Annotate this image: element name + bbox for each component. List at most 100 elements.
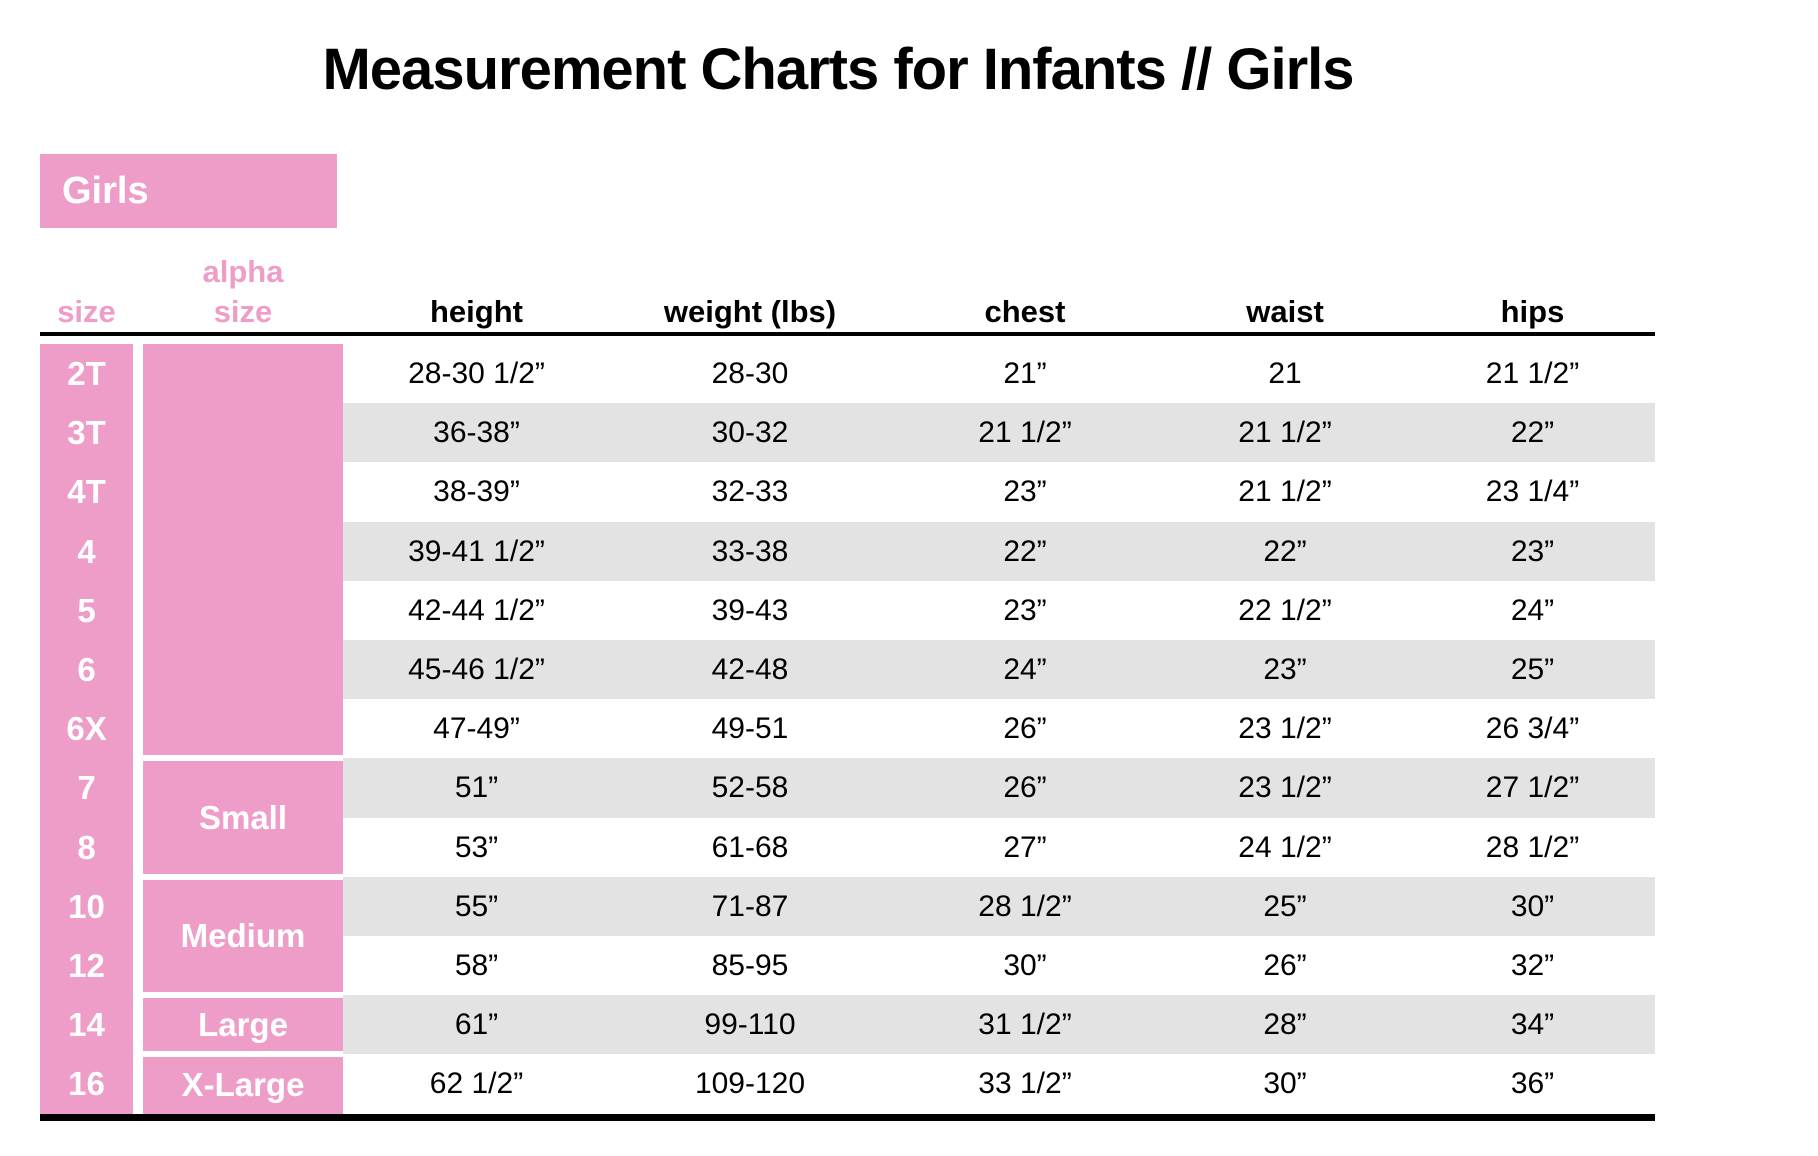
table-cell-weight: 32-33 — [711, 475, 789, 509]
table-cell-hips: 22” — [1510, 416, 1555, 450]
size-label: 6 — [77, 651, 96, 688]
table-cell-waist: 23 1/2” — [1238, 771, 1332, 805]
girls-header-label: Girls — [62, 170, 149, 212]
table-row: 61” 99-110 31 1/2” 28” 34” — [343, 995, 1655, 1055]
table-cell-weight: 39-43 — [711, 593, 789, 627]
table-cell-weight: 109-120 — [694, 1067, 806, 1101]
size-label: 14 — [68, 1006, 105, 1044]
alpha-size-group: Large — [143, 998, 343, 1052]
table-cell-height: 36-38” — [433, 416, 520, 450]
table-row: 47-49” 49-51 26” 23 1/2” 26 3/4” — [343, 699, 1655, 758]
table-cell-hips: 28 1/2” — [1485, 830, 1580, 864]
size-label: 5 — [77, 591, 96, 629]
alpha-size-group-label: Medium — [180, 916, 306, 954]
table-cell-height: 47-49” — [433, 712, 520, 746]
table-cell-waist: 25” — [1263, 889, 1307, 923]
table-cell-waist: 30” — [1263, 1067, 1307, 1101]
column-header-alpha-line2: size — [213, 294, 273, 329]
table-row: 55” 71-87 28 1/2” 25” 30” — [343, 876, 1655, 936]
table-cell-height: 45-46 1/2” — [408, 653, 545, 686]
table-cell-weight: 71-87 — [711, 889, 789, 923]
table-cell-hips: 27 1/2” — [1485, 771, 1580, 805]
size-label: 4 — [77, 532, 96, 570]
table-cell-hips: 24” — [1510, 593, 1555, 627]
size-label: 3T — [67, 414, 106, 452]
table-cell-hips: 32” — [1510, 949, 1555, 982]
table-cell-waist: 21 1/2” — [1238, 475, 1332, 509]
table-cell-hips: 26 3/4” — [1485, 712, 1580, 746]
table-cell-height: 62 1/2” — [429, 1067, 524, 1101]
table-cell-chest: 24” — [1003, 653, 1047, 686]
size-label: 8 — [77, 828, 96, 866]
table-cell-weight: 52-58 — [711, 771, 789, 805]
column-header-hips: hips — [1500, 294, 1565, 329]
table-cell-chest: 28 1/2” — [978, 889, 1072, 923]
table-cell-height: 55” — [454, 889, 499, 923]
column-header-alpha-line1: alpha — [202, 254, 284, 289]
header-rule — [40, 332, 1655, 336]
column-header-weight: weight (lbs) — [663, 294, 837, 329]
table-cell-height: 28-30 1/2” — [408, 357, 545, 390]
table-row: 62 1/2” 109-120 33 1/2” 30” 36” — [343, 1054, 1655, 1113]
table-cell-hips: 34” — [1510, 1008, 1555, 1042]
table-cell-weight: 61-68 — [711, 830, 789, 864]
table-cell-waist: 22” — [1263, 534, 1307, 568]
girls-header-box: Girls — [40, 154, 337, 228]
alpha-size-group: Small — [143, 761, 343, 874]
table-cell-chest: 21 1/2” — [978, 416, 1072, 450]
table-cell-chest: 27” — [1003, 830, 1047, 864]
table-cell-height: 51” — [454, 771, 499, 805]
column-header-height: height — [430, 294, 523, 329]
table-cell-chest: 23” — [1003, 593, 1047, 627]
table-cell-height: 61” — [454, 1008, 499, 1042]
alpha-size-group-label: Small — [198, 798, 288, 836]
table-cell-weight: 85-95 — [711, 949, 789, 982]
table-cell-waist: 26” — [1263, 949, 1307, 982]
bottom-rule — [40, 1114, 1655, 1121]
size-column: 2T 3T 4T 4 5 6 6X 7 8 10 12 14 16 — [40, 344, 133, 1114]
table-cell-waist: 24 1/2” — [1238, 830, 1332, 864]
table-row: 51” 52-58 26” 23 1/2” 27 1/2” — [343, 758, 1655, 818]
alpha-size-group: X-Large — [143, 1057, 343, 1114]
table-cell-chest: 30” — [1003, 949, 1047, 982]
column-header-chest: chest — [984, 294, 1066, 329]
size-label: 16 — [68, 1065, 105, 1103]
table-cell-chest: 26” — [1003, 712, 1047, 746]
table-cell-waist: 23 1/2” — [1238, 712, 1332, 746]
table-cell-chest: 31 1/2” — [978, 1008, 1072, 1042]
table-cell-waist: 21 — [1268, 357, 1302, 390]
table-cell-hips: 21 1/2” — [1485, 357, 1580, 390]
alpha-size-group — [143, 344, 343, 756]
column-header-size: size — [57, 294, 116, 329]
table-row: 42-44 1/2” 39-43 23” 22 1/2” 24” — [343, 581, 1655, 640]
table-cell-hips: 23” — [1510, 534, 1555, 568]
table-cell-hips: 25” — [1510, 653, 1555, 686]
table-cell-waist: 23” — [1263, 653, 1307, 686]
column-header-waist: waist — [1246, 294, 1324, 329]
size-label: 10 — [68, 887, 105, 925]
alpha-size-group-label: X-Large — [181, 1066, 305, 1104]
table-cell-chest: 23” — [1003, 475, 1047, 509]
table-cell-height: 58” — [454, 949, 499, 982]
table-cell-weight: 49-51 — [711, 712, 789, 746]
table-cell-height: 38-39” — [433, 475, 520, 509]
table-row: 36-38” 30-32 21 1/2” 21 1/2” 22” — [343, 403, 1655, 463]
table-row: 53” 61-68 27” 24 1/2” 28 1/2” — [343, 818, 1655, 877]
table-row: 39-41 1/2” 33-38 22” 22” 23” — [343, 521, 1655, 581]
table-cell-hips: 36” — [1510, 1067, 1555, 1101]
table-row: 38-39” 32-33 23” 21 1/2” 23 1/4” — [343, 462, 1655, 521]
alpha-size-group: Medium — [143, 879, 343, 993]
table-cell-chest: 22” — [1003, 534, 1047, 568]
table-cell-chest: 21” — [1003, 357, 1047, 390]
table-cell-hips: 30” — [1510, 889, 1555, 923]
table-cell-hips: 23 1/4” — [1485, 475, 1580, 509]
size-label: 12 — [68, 947, 105, 984]
table-cell-weight: 30-32 — [711, 416, 789, 450]
table-row: 45-46 1/2” 42-48 24” 23” 25” — [343, 640, 1655, 700]
table-cell-waist: 28” — [1263, 1008, 1307, 1042]
alpha-size-group-label: Large — [198, 1005, 288, 1043]
size-label: 7 — [77, 769, 96, 807]
table-row: 58” 85-95 30” 26” 32” — [343, 936, 1655, 995]
size-label: 2T — [67, 355, 106, 392]
